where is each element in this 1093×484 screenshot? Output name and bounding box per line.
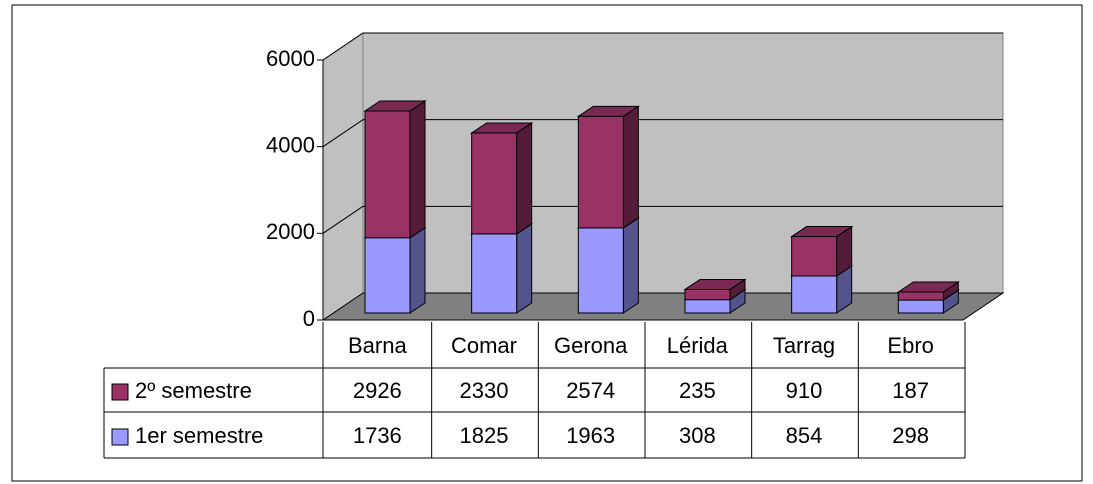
legend-key: [111, 428, 129, 446]
grid-line: [322, 32, 364, 61]
x-tick-label: Barna: [348, 333, 407, 358]
back-wall: [362, 32, 1004, 294]
bar-side: [516, 222, 533, 314]
bar: [577, 227, 624, 314]
grid-line: [322, 119, 364, 148]
x-tick-label: Lérida: [667, 333, 729, 358]
table-value: 2926: [353, 378, 402, 403]
table-value: 1825: [460, 423, 509, 448]
bar: [897, 299, 944, 314]
bar: [471, 132, 518, 235]
table-value: 910: [786, 378, 823, 403]
bar-side: [622, 105, 639, 229]
legend-key: [111, 383, 129, 401]
legend-label: 2º semestre: [135, 378, 252, 403]
bar: [577, 115, 624, 229]
table-value: 854: [786, 423, 823, 448]
bar: [897, 291, 944, 301]
x-tick-label: Gerona: [554, 333, 628, 358]
y-tick-label: 2000: [266, 219, 315, 244]
grid-line: [322, 205, 364, 234]
y-tick-label: 6000: [266, 46, 315, 71]
bar: [684, 288, 731, 301]
x-tick-label: Tarrag: [773, 333, 835, 358]
y-tick-label: 4000: [266, 132, 315, 157]
legend-label: 1er semestre: [135, 423, 263, 448]
table-value: 298: [892, 423, 929, 448]
bar-side: [516, 122, 533, 235]
bar: [684, 299, 731, 314]
table-value: 2330: [460, 378, 509, 403]
side-wall: [322, 32, 364, 321]
y-tick-label: 0: [303, 306, 315, 331]
bar: [791, 236, 838, 277]
bar-side: [622, 217, 639, 314]
table-value: 308: [679, 423, 716, 448]
bar: [791, 275, 838, 314]
x-tick-label: Ebro: [887, 333, 933, 358]
table-value: 2574: [566, 378, 615, 403]
table-value: 235: [679, 378, 716, 403]
table-value: 1963: [566, 423, 615, 448]
bar: [364, 237, 411, 314]
bar: [471, 233, 518, 314]
bar-side: [409, 226, 426, 314]
bar: [364, 110, 411, 239]
table-value: 1736: [353, 423, 402, 448]
table-value: 187: [892, 378, 929, 403]
x-tick-label: Comar: [451, 333, 517, 358]
bar-side: [409, 100, 426, 239]
